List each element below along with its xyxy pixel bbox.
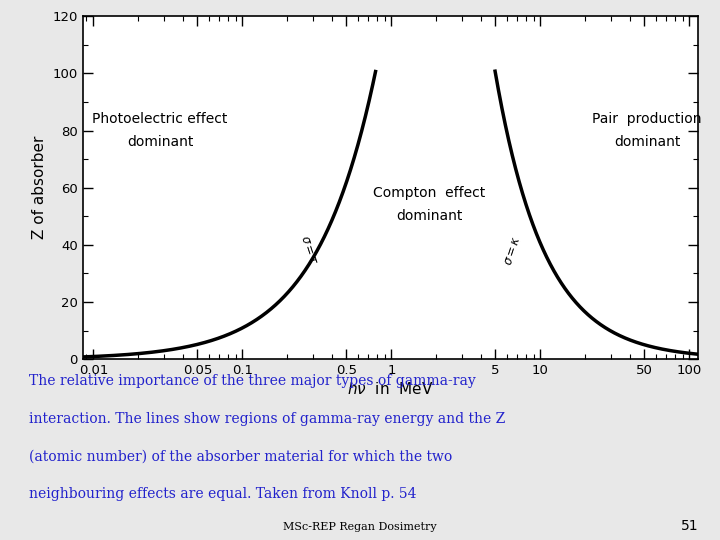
Text: MSc-REP Regan Dosimetry: MSc-REP Regan Dosimetry <box>283 522 437 531</box>
Text: (atomic number) of the absorber material for which the two: (atomic number) of the absorber material… <box>29 449 452 463</box>
Text: Photoelectric effect: Photoelectric effect <box>92 112 228 126</box>
Text: dominant: dominant <box>614 135 680 149</box>
Text: dominant: dominant <box>396 209 462 223</box>
Text: $\sigma = \tau$: $\sigma = \tau$ <box>298 234 320 267</box>
Text: neighbouring effects are equal. Taken from Knoll p. 54: neighbouring effects are equal. Taken fr… <box>29 487 416 501</box>
Text: Pair  production: Pair production <box>593 112 702 126</box>
Text: interaction. The lines show regions of gamma-ray energy and the Z: interaction. The lines show regions of g… <box>29 411 505 426</box>
Y-axis label: Z of absorber: Z of absorber <box>32 136 47 239</box>
Text: Compton  effect: Compton effect <box>373 186 485 200</box>
Text: 51: 51 <box>681 519 698 534</box>
X-axis label: $h\nu$  in  MeV: $h\nu$ in MeV <box>348 381 433 397</box>
Text: $\sigma = \kappa$: $\sigma = \kappa$ <box>502 234 523 267</box>
Text: dominant: dominant <box>127 135 193 149</box>
Text: The relative importance of the three major types of gamma-ray: The relative importance of the three maj… <box>29 374 475 388</box>
